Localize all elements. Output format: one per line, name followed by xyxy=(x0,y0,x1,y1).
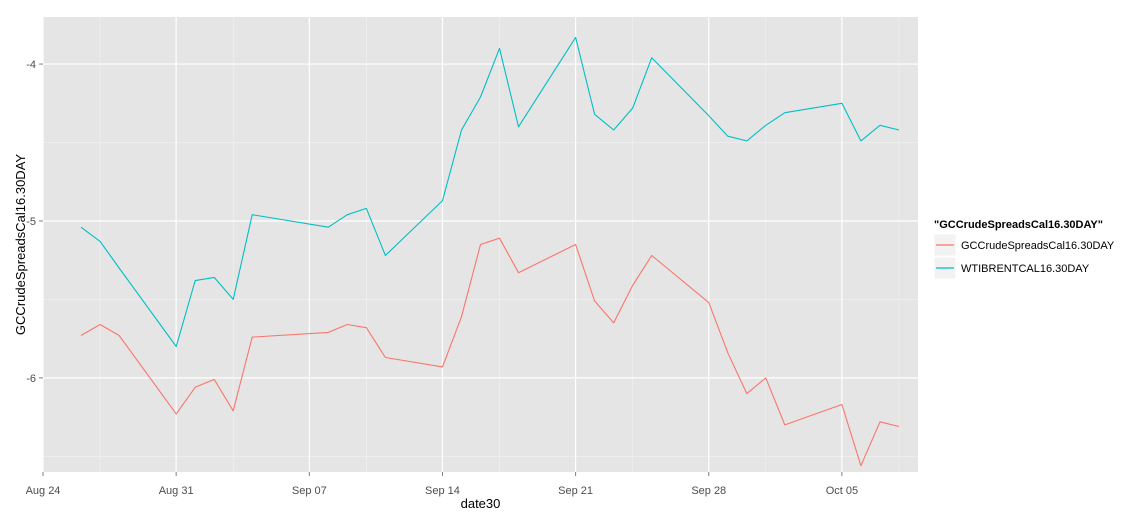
x-tick-label: Aug 24 xyxy=(26,485,61,497)
x-tick-label: Aug 31 xyxy=(159,485,194,497)
axes: Aug 24 Aug 31 Sep 07 Sep 14 Sep 21 Sep 28 Oct … xyxy=(26,59,859,497)
y-tick-label: -5 xyxy=(26,216,36,228)
series-line-2 xyxy=(80,36,900,348)
x-tick-label: Oct 05 xyxy=(826,485,858,497)
x-tick-label: Sep 28 xyxy=(691,485,726,497)
legend-label-2: WTIBRENTCAL16.30DAY xyxy=(961,263,1090,275)
series-lines xyxy=(80,36,900,467)
x-axis-title: date30 xyxy=(461,496,501,511)
legend: "GCCrudeSpreadsCal16.30DAY" GCCrudeSprea… xyxy=(933,219,1115,280)
legend-label-1: GCCrudeSpreadsCal16.30DAY xyxy=(961,240,1115,252)
y-tick-label: -6 xyxy=(26,373,36,385)
x-tick-label: Sep 21 xyxy=(558,485,593,497)
x-tick-label: Sep 07 xyxy=(292,485,327,497)
y-tick-label: -4 xyxy=(26,59,36,71)
legend-title: "GCCrudeSpreadsCal16.30DAY" xyxy=(934,219,1103,231)
y-axis-title: GCCrudeSpreadsCal16.30DAY xyxy=(13,154,28,335)
x-tick-label: Sep 14 xyxy=(425,485,460,497)
series-line-1 xyxy=(80,237,900,467)
